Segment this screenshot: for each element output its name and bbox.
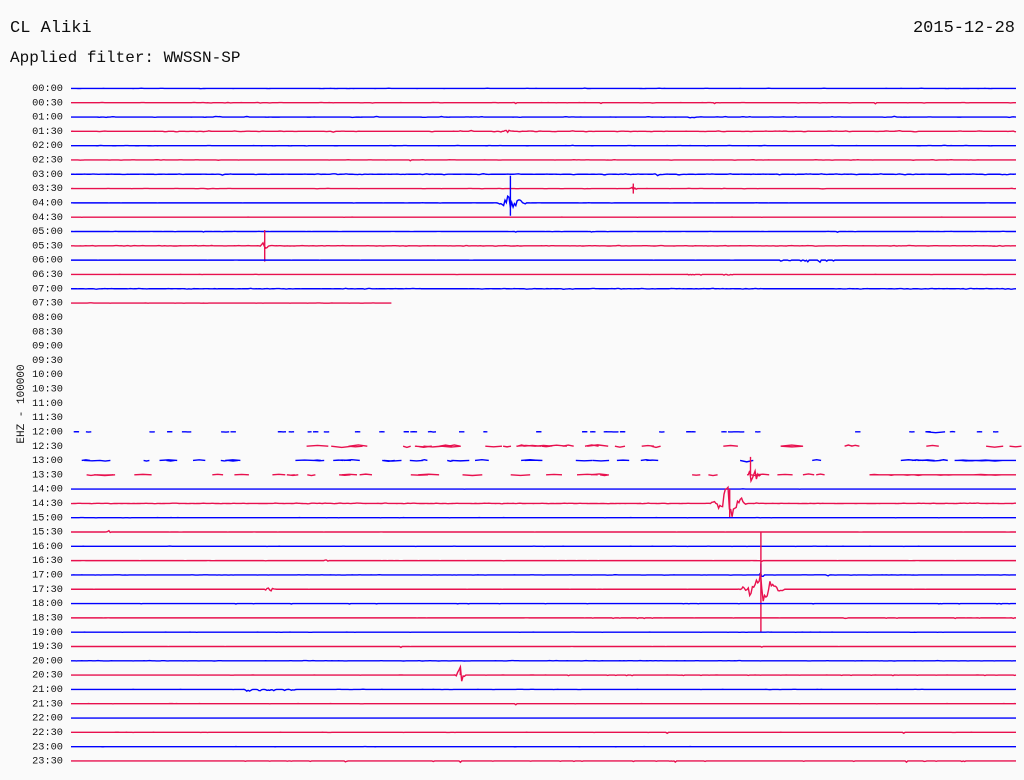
- svg-text:15:00: 15:00: [32, 512, 63, 524]
- svg-text:06:30: 06:30: [32, 269, 63, 281]
- svg-text:07:00: 07:00: [32, 283, 63, 295]
- svg-text:21:30: 21:30: [32, 698, 63, 710]
- svg-text:18:30: 18:30: [32, 612, 63, 624]
- svg-text:00:30: 00:30: [32, 97, 63, 109]
- svg-text:22:00: 22:00: [32, 713, 63, 725]
- svg-text:13:00: 13:00: [32, 455, 63, 467]
- svg-text:20:00: 20:00: [32, 655, 63, 667]
- svg-text:12:00: 12:00: [32, 426, 63, 438]
- svg-text:01:00: 01:00: [32, 112, 63, 124]
- svg-text:17:00: 17:00: [32, 570, 63, 582]
- svg-text:03:00: 03:00: [32, 169, 63, 181]
- svg-text:22:30: 22:30: [32, 727, 63, 739]
- svg-text:09:00: 09:00: [32, 341, 63, 353]
- svg-text:09:30: 09:30: [32, 355, 63, 367]
- svg-text:16:00: 16:00: [32, 541, 63, 553]
- svg-text:10:00: 10:00: [32, 369, 63, 381]
- svg-text:10:30: 10:30: [32, 384, 63, 396]
- svg-text:17:30: 17:30: [32, 584, 63, 596]
- svg-text:18:00: 18:00: [32, 598, 63, 610]
- svg-text:13:30: 13:30: [32, 469, 63, 481]
- svg-text:04:00: 04:00: [32, 197, 63, 209]
- svg-text:07:30: 07:30: [32, 298, 63, 310]
- svg-text:02:00: 02:00: [32, 140, 63, 152]
- svg-text:14:00: 14:00: [32, 484, 63, 496]
- svg-text:21:00: 21:00: [32, 684, 63, 696]
- svg-text:23:00: 23:00: [32, 741, 63, 753]
- svg-text:20:30: 20:30: [32, 670, 63, 682]
- svg-text:11:30: 11:30: [32, 412, 63, 424]
- svg-text:12:30: 12:30: [32, 441, 63, 453]
- svg-text:23:30: 23:30: [32, 756, 63, 768]
- svg-text:05:30: 05:30: [32, 240, 63, 252]
- svg-text:15:30: 15:30: [32, 527, 63, 539]
- svg-text:05:00: 05:00: [32, 226, 63, 238]
- svg-text:00:00: 00:00: [32, 83, 63, 95]
- svg-text:19:00: 19:00: [32, 627, 63, 639]
- svg-text:06:00: 06:00: [32, 255, 63, 267]
- svg-text:08:30: 08:30: [32, 326, 63, 338]
- svg-text:11:00: 11:00: [32, 398, 63, 410]
- svg-text:04:30: 04:30: [32, 212, 63, 224]
- svg-text:03:30: 03:30: [32, 183, 63, 195]
- svg-text:01:30: 01:30: [32, 126, 63, 138]
- svg-text:02:30: 02:30: [32, 155, 63, 167]
- svg-text:16:30: 16:30: [32, 555, 63, 567]
- svg-text:14:30: 14:30: [32, 498, 63, 510]
- svg-text:08:00: 08:00: [32, 312, 63, 324]
- svg-text:19:30: 19:30: [32, 641, 63, 653]
